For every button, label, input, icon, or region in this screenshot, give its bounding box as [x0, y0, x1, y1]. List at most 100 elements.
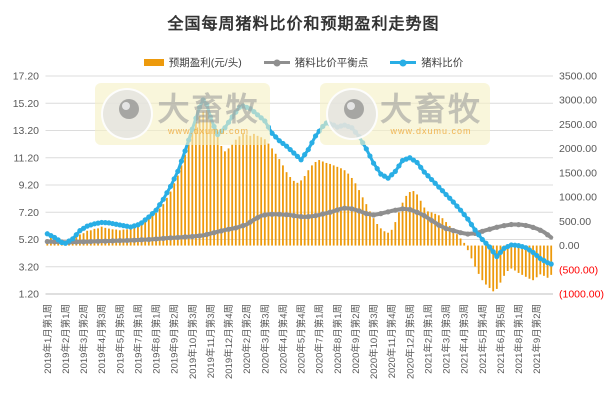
watermark: 大畜牧 www.dxumu.com [95, 83, 270, 145]
profit-bar [260, 137, 263, 246]
price-ratio-marker [421, 169, 427, 175]
legend: 预期盈利(元/头) 猪料比价平衡点 猪料比价 [0, 55, 607, 70]
profit-bar [535, 245, 538, 278]
profit-bar [470, 245, 473, 259]
balance-point-marker [124, 237, 130, 244]
profit-bar [361, 197, 364, 246]
price-ratio-marker [309, 140, 315, 146]
price-ratio-marker [164, 190, 170, 196]
balance-point-marker [486, 226, 493, 232]
balance-point-marker [349, 206, 355, 212]
price-ratio-marker [73, 232, 79, 238]
profit-bar [499, 245, 502, 283]
balance-point-marker [88, 238, 94, 245]
profit-bar [481, 245, 484, 281]
x-axis-tick: 2021年2月第1周 [422, 304, 434, 374]
x-axis-tick: 2020年7月第1周 [314, 304, 326, 374]
balance-point-marker [341, 205, 348, 211]
balance-point-marker [407, 206, 413, 213]
price-ratio-marker [171, 176, 177, 182]
balance-point-marker [117, 237, 123, 244]
profit-bar [93, 228, 96, 246]
profit-bar [452, 229, 455, 246]
profit-bar [303, 176, 306, 246]
price-ratio-marker [298, 157, 304, 163]
price-ratio-marker [432, 180, 438, 186]
balance-point-marker [530, 224, 536, 230]
profit-bar [524, 245, 527, 277]
profit-bar [289, 177, 292, 246]
profit-bar [144, 221, 147, 246]
x-axis-tick: 2019年4月第3周 [96, 304, 108, 374]
profit-bar [169, 191, 172, 246]
x-axis-tick: 2021年9月第2周 [531, 304, 543, 374]
left-axis-tick: 15.20 [13, 98, 39, 110]
right-axis-labels: 3500.00 3000.00 2500.00 2000.00 1500.00 1000.… [559, 71, 604, 301]
profit-bar [434, 213, 437, 246]
price-ratio-marker [385, 175, 391, 181]
left-axis-labels: 17.20 15.20 13.20 11.20 9.20 7.20 5.20 3.20 1.20 [13, 71, 39, 301]
x-axis-tick: 2019年2月第1周 [60, 304, 72, 374]
balance-point-marker [218, 228, 224, 234]
price-ratio-marker [157, 202, 163, 208]
balance-point-marker [225, 226, 232, 232]
profit-bar [466, 245, 469, 251]
right-axis-tick: 500.00 [559, 216, 591, 228]
profit-bar [140, 223, 143, 246]
watermark-eye-logo-icon [326, 88, 378, 140]
price-ratio-marker [99, 219, 105, 226]
profit-bar [477, 245, 480, 274]
balance-point-marker [544, 232, 551, 238]
price-ratio-marker [167, 183, 174, 189]
legend-item-balance-point[interactable]: 猪料比价平衡点 [263, 55, 369, 70]
profit-bar [104, 227, 107, 246]
balance-point-marker [291, 213, 297, 219]
profit-bar [459, 238, 462, 246]
profit-bar [445, 222, 447, 246]
balance-point-marker [233, 225, 239, 231]
price-ratio-marker [142, 217, 148, 223]
price-ratio-marker [153, 207, 159, 213]
balance-point-line-series [44, 205, 554, 245]
price-ratio-marker [443, 191, 449, 198]
profit-bar [350, 177, 353, 246]
profit-bar [274, 153, 277, 246]
profit-bar [263, 139, 266, 246]
profit-bar [416, 194, 418, 246]
balance-point-marker [414, 209, 420, 215]
profit-bar [195, 121, 197, 246]
price-ratio-marker [280, 140, 286, 147]
profit-bar [118, 230, 121, 246]
profit-bar [137, 224, 139, 246]
balance-point-marker [175, 234, 181, 241]
profit-bar [307, 170, 310, 246]
price-ratio-marker [149, 211, 156, 217]
balance-point-marker [80, 239, 87, 245]
profit-bar [126, 229, 128, 246]
profit-bar [220, 146, 223, 246]
legend-label: 猪料比价平衡点 [294, 57, 369, 69]
price-ratio-marker [530, 249, 536, 256]
profit-bar [427, 211, 429, 246]
x-axis-tick: 2020年10月第3周 [368, 304, 380, 379]
x-axis-tick: 2020年12月第5周 [404, 304, 416, 379]
price-ratio-marker [370, 160, 377, 166]
profit-bar [122, 229, 125, 246]
profit-bar [285, 172, 288, 246]
price-ratio-marker [472, 227, 478, 233]
watermark-eye-logo-icon [101, 88, 153, 140]
legend-item-price-ratio[interactable]: 猪料比价 [390, 55, 463, 70]
profit-bar [358, 190, 360, 246]
profit-bar [198, 115, 201, 246]
price-ratio-marker [287, 146, 293, 153]
left-axis-tick: 9.20 [19, 180, 40, 192]
balance-point-marker [378, 211, 384, 217]
profit-bar [503, 245, 505, 276]
legend-item-expected-profit[interactable]: 预期盈利(元/头) [143, 55, 242, 70]
profit-bar [423, 207, 426, 246]
profit-bar [365, 204, 368, 246]
price-ratio-marker [486, 244, 493, 250]
price-ratio-marker [312, 133, 319, 139]
right-axis-tick: 2000.00 [559, 143, 597, 155]
